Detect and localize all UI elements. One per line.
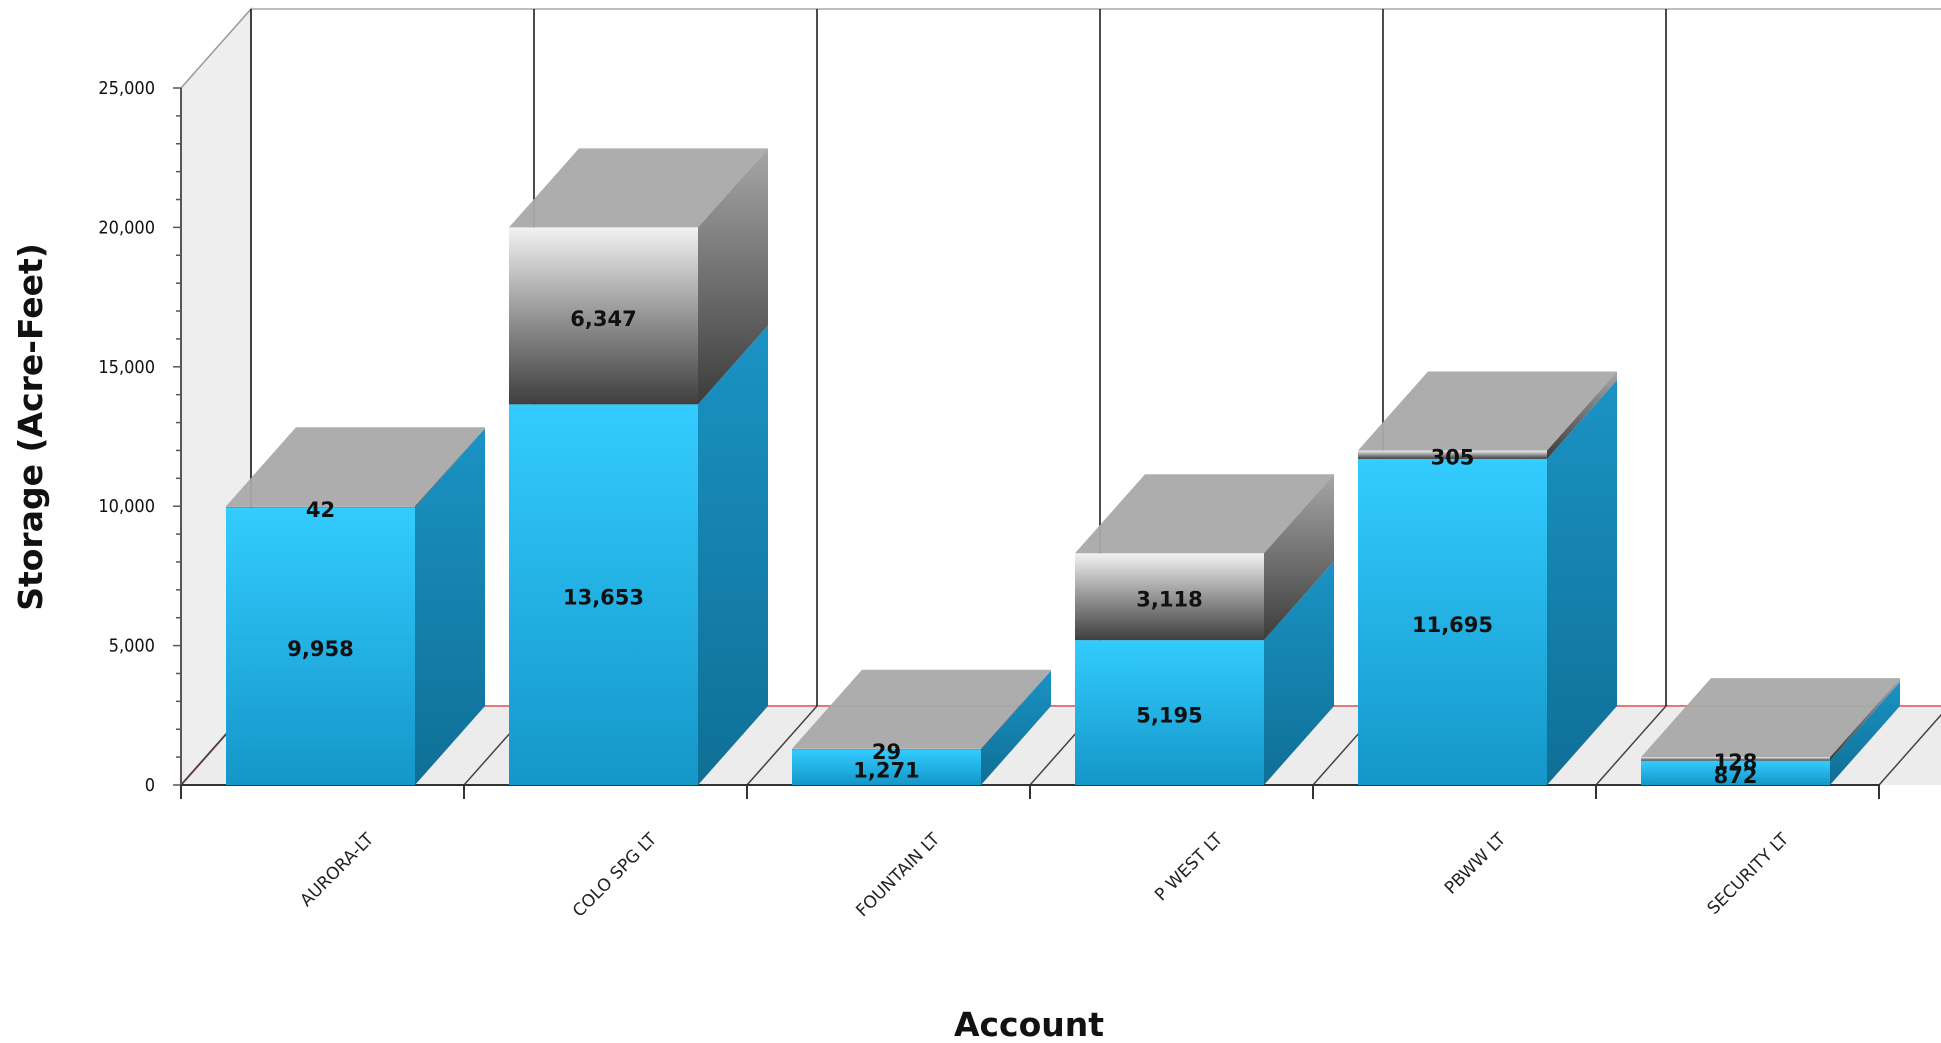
bar-segment-blue-side xyxy=(1830,681,1900,785)
bar-top-face xyxy=(1358,371,1617,451)
bar-stack xyxy=(792,669,1051,785)
data-label-series-2: 3,118 xyxy=(1136,588,1202,612)
y-tick-label: 0 xyxy=(145,775,155,796)
bar-segment-blue-front xyxy=(1075,640,1264,785)
x-axis-title: Account xyxy=(954,1005,1104,1043)
data-label-series-1: 11,695 xyxy=(1412,613,1493,637)
bar-segment-blue-front xyxy=(1358,458,1547,785)
bar-segment-gray-side xyxy=(1830,678,1900,761)
bar-stack xyxy=(1641,678,1900,785)
bar-segment-gray-front xyxy=(1641,757,1830,761)
bars xyxy=(226,148,1900,785)
data-label-series-1: 9,958 xyxy=(287,637,353,661)
bar-segment-blue-side xyxy=(415,428,485,785)
bar-segment-gray-side xyxy=(698,148,768,405)
bar-stack xyxy=(1358,371,1617,785)
bar-segment-gray-side xyxy=(1264,474,1334,641)
y-tick-label: 20,000 xyxy=(98,217,155,238)
x-tick-label: P WEST LT xyxy=(1151,829,1227,905)
bar-segment-blue-front xyxy=(226,507,415,785)
bar-stack xyxy=(226,427,485,785)
y-tick-label: 25,000 xyxy=(98,78,155,99)
y-tick-label: 10,000 xyxy=(98,496,155,517)
x-tick-label: COLO SPG LT xyxy=(569,829,661,921)
x-tick-label: FOUNTAIN LT xyxy=(852,829,944,921)
floor-divider xyxy=(1878,713,1941,786)
x-tick-label: PBWW LT xyxy=(1441,829,1511,899)
x-axis-ticks: AURORA-LT COLO SPG LT FOUNTAIN LT P WEST LT… xyxy=(180,785,1880,921)
y-axis-title: Storage (Acre-Feet) xyxy=(11,243,50,611)
bar-top-face xyxy=(1641,678,1900,758)
bar-segment-blue-side xyxy=(981,670,1051,785)
data-label-series-2: 6,347 xyxy=(570,307,636,331)
bar-segment-gray-front xyxy=(509,227,698,405)
bar-segment-gray-side xyxy=(981,669,1051,750)
data-label-series-2: 29 xyxy=(872,740,901,764)
bar-segment-gray-side xyxy=(415,427,485,508)
data-label-series-2: 305 xyxy=(1431,446,1475,470)
bar-segment-gray-front xyxy=(792,748,981,750)
x-tick-label: SECURITY LT xyxy=(1704,829,1794,919)
bar-segment-blue-front xyxy=(792,749,981,785)
bar-top-face xyxy=(1075,474,1334,554)
data-label-series-1: 872 xyxy=(1714,764,1758,788)
y-tick-label: 15,000 xyxy=(98,357,155,378)
bar-top-face xyxy=(226,427,485,507)
y-tick-label: 5,000 xyxy=(109,636,155,657)
bar-top-face xyxy=(509,148,768,228)
y-axis-ticks: 0 5,000 10,000 15,000 20,000 25,000 xyxy=(98,78,181,796)
bar-top-face xyxy=(792,669,1051,749)
bar-segment-blue-front xyxy=(509,404,698,785)
data-label-series-1: 13,653 xyxy=(563,586,644,610)
bar-stack xyxy=(1075,474,1334,785)
floor-divider xyxy=(746,705,818,786)
bar-segment-blue-side xyxy=(698,325,768,785)
bar-segment-blue-front xyxy=(1641,760,1830,785)
bar-segment-gray-front xyxy=(226,506,415,508)
bar-segment-gray-front xyxy=(1075,553,1264,641)
data-label-series-1: 5,195 xyxy=(1136,704,1202,728)
bar-segment-gray-front xyxy=(1358,450,1547,459)
floor-divider xyxy=(1595,705,1667,786)
data-label-series-2: 42 xyxy=(306,498,335,522)
x-tick-label: AURORA-LT xyxy=(297,829,379,911)
data-label-series-1: 1,271 xyxy=(853,758,919,782)
bar-segment-blue-side xyxy=(1264,561,1334,785)
bar-segment-blue-side xyxy=(1547,379,1617,785)
bar-segment-gray-side xyxy=(1547,371,1617,459)
data-label-series-2: 128 xyxy=(1714,750,1758,774)
bar-stack xyxy=(509,148,768,785)
